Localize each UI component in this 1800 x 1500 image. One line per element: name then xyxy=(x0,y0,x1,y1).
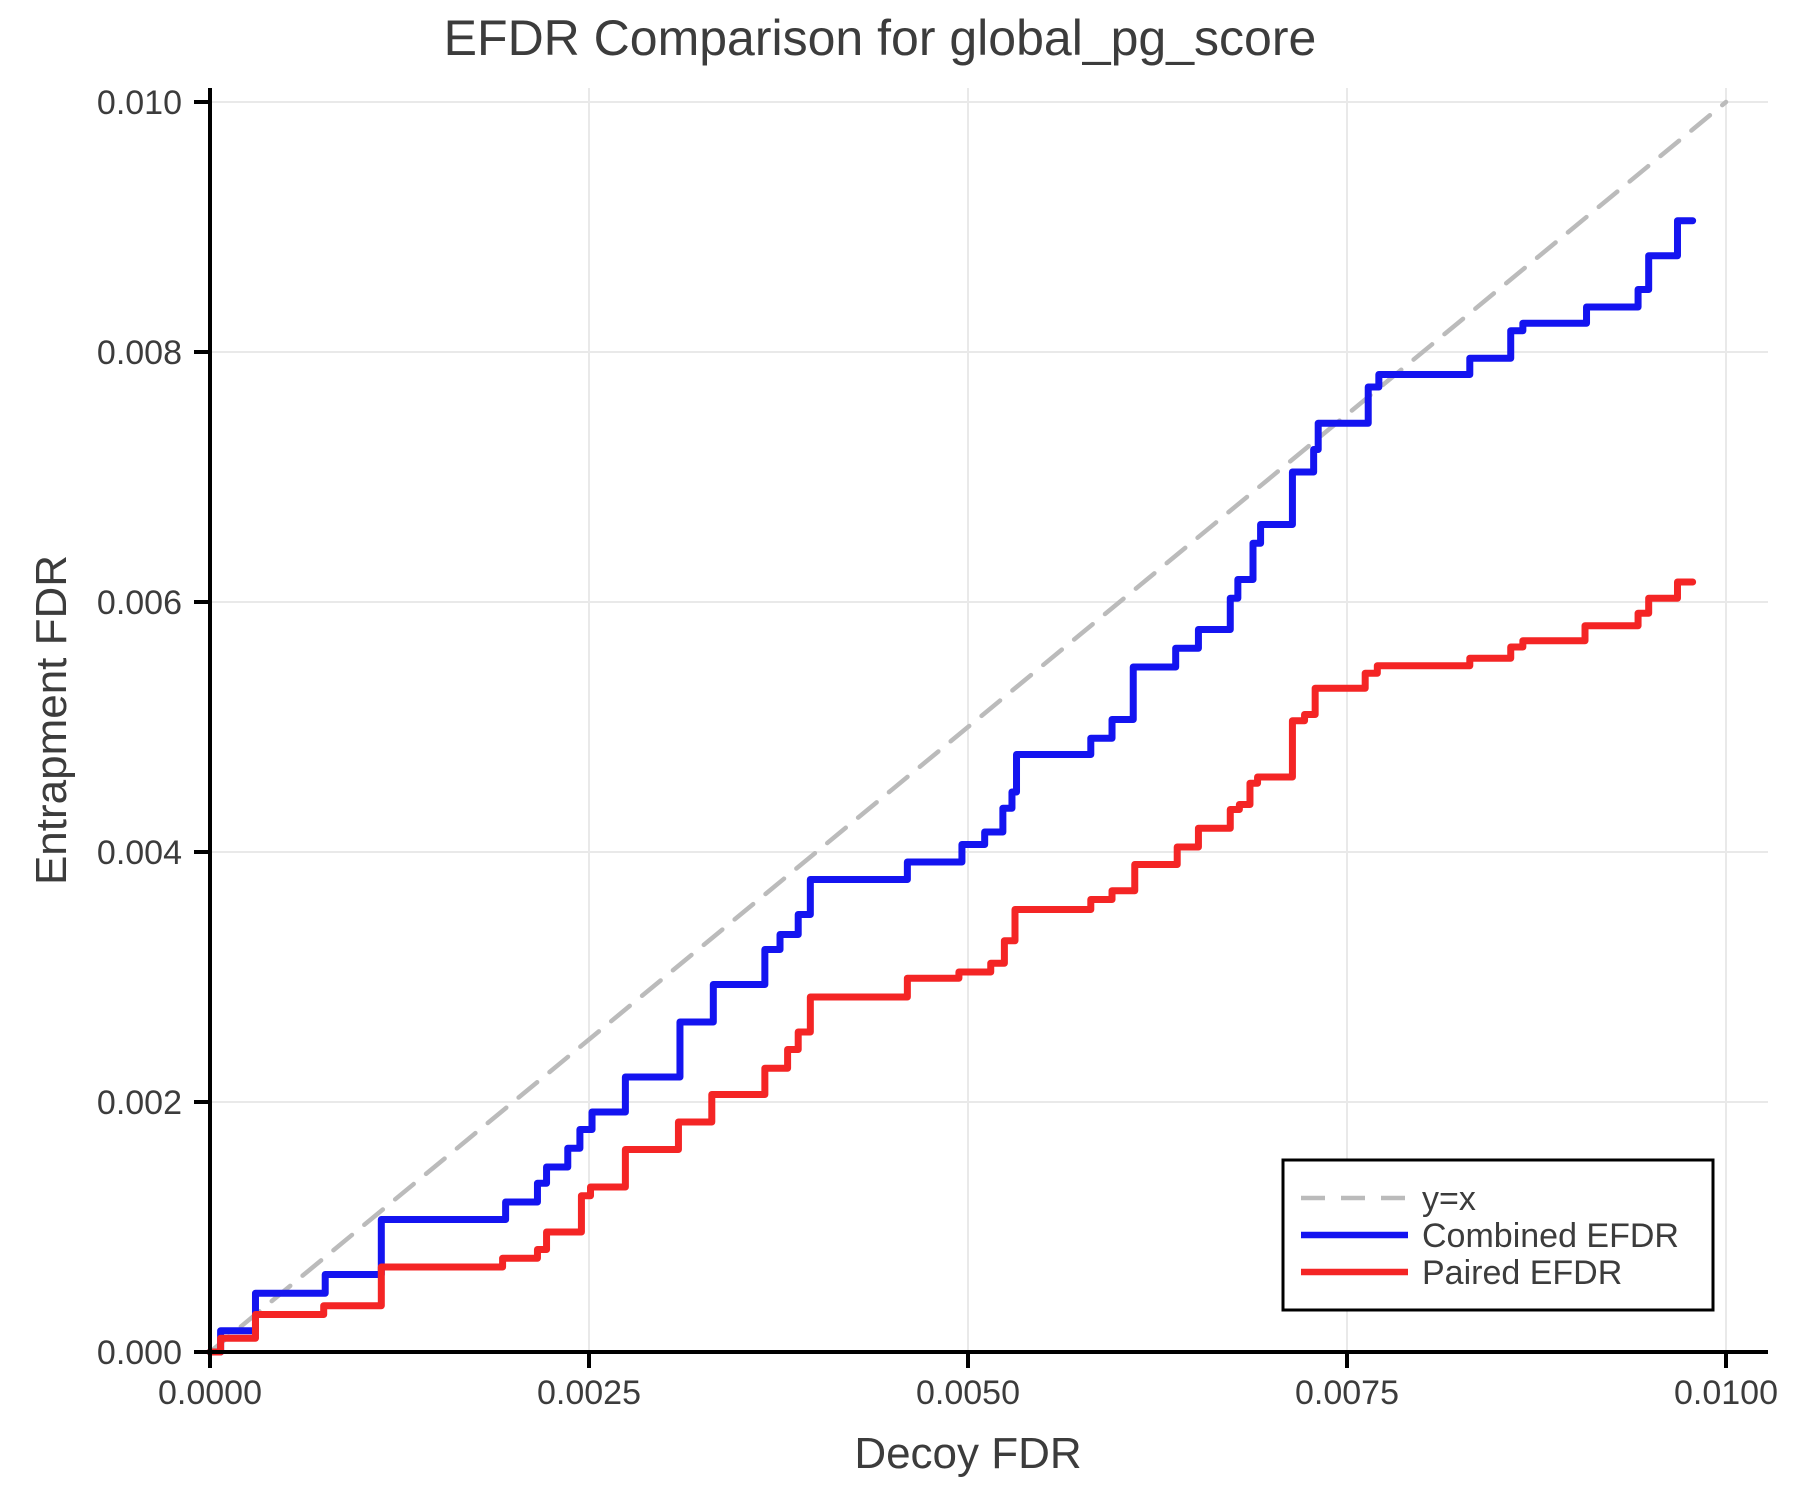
axis-layer: 0.0000 0.0025 0.0050 0.0075 0.0100 0.000 0.002… xyxy=(97,84,1778,1412)
legend-entry-label: Combined EFDR xyxy=(1422,1217,1679,1255)
legend-entry-label: y=x xyxy=(1422,1180,1476,1218)
x-tick-label: 0.0025 xyxy=(537,1374,641,1412)
x-tick-label: 0.0075 xyxy=(1295,1374,1399,1412)
y-tick-label: 0.006 xyxy=(97,584,182,622)
legend-entry-label: Paired EFDR xyxy=(1422,1254,1622,1292)
series-combined-efdr xyxy=(206,217,1697,1356)
series-paired-efdr xyxy=(206,578,1697,1356)
x-axis-label: Decoy FDR xyxy=(854,1429,1081,1478)
series-y-x xyxy=(207,99,1729,1355)
y-tick-label: 0.002 xyxy=(97,1084,182,1122)
series-layer xyxy=(206,99,1729,1356)
y-tick-label: 0.000 xyxy=(97,1334,182,1372)
x-tick-label: 0.0100 xyxy=(1674,1374,1778,1412)
chart-title: EFDR Comparison for global_pg_score xyxy=(444,10,1317,66)
x-tick-label: 0.0050 xyxy=(916,1374,1020,1412)
y-tick-label: 0.008 xyxy=(97,334,182,372)
grid-layer xyxy=(210,88,1768,1352)
y-tick-label: 0.004 xyxy=(97,834,182,872)
y-axis-label: Entrapment FDR xyxy=(27,555,76,885)
x-tick-label: 0.0000 xyxy=(158,1374,262,1412)
y-tick-label: 0.010 xyxy=(97,84,182,122)
